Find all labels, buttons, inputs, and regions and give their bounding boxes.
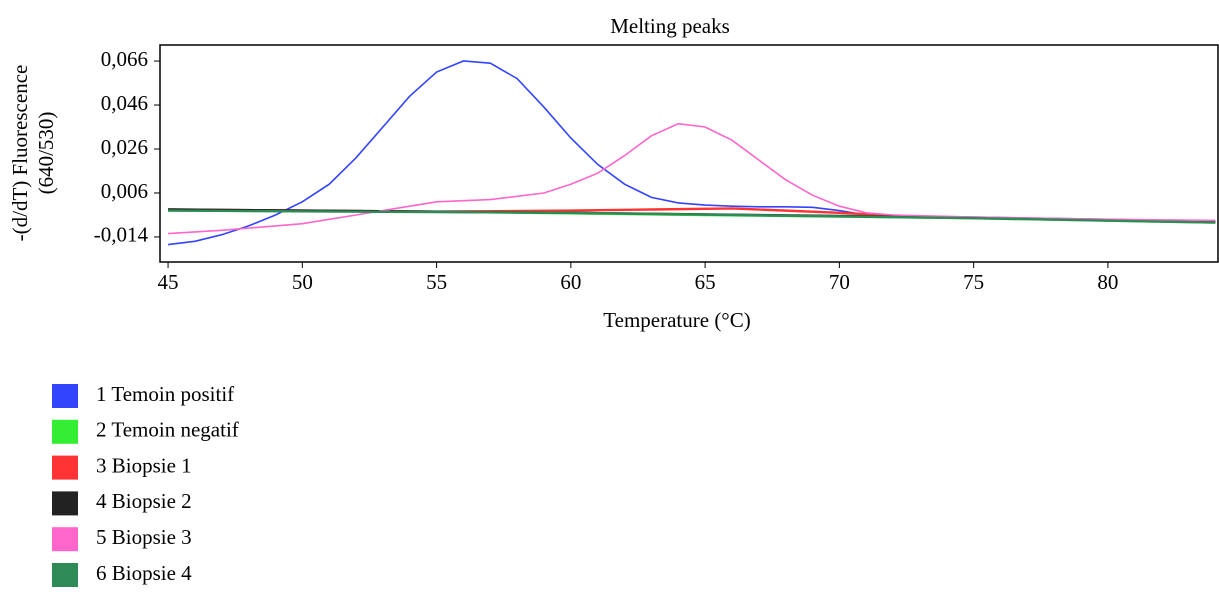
y-tick-label: 0,066 — [101, 47, 148, 71]
x-tick-label: 65 — [695, 270, 716, 294]
legend-label: 3 Biopsie 1 — [96, 453, 192, 477]
x-tick-label: 75 — [963, 270, 984, 294]
y-tick-label: -0,014 — [94, 223, 149, 247]
legend-swatch — [52, 419, 78, 444]
legend-swatch — [52, 491, 78, 516]
legend-label: 6 Biopsie 4 — [96, 561, 192, 585]
legend-swatch — [52, 527, 78, 552]
x-tick-label: 60 — [560, 270, 581, 294]
legend-label: 2 Temoin negatif — [96, 418, 239, 442]
y-tick-label: 0,046 — [101, 91, 148, 115]
series-line — [168, 209, 1216, 224]
x-tick-label: 50 — [292, 270, 313, 294]
legend-swatch — [52, 455, 78, 480]
x-tick-label: 55 — [426, 270, 447, 294]
series-line — [168, 122, 1216, 235]
y-tick-label: 0,026 — [101, 135, 148, 159]
legend-swatch — [52, 563, 78, 587]
y-axis-label: (640/530) — [34, 112, 58, 195]
plot-lines — [168, 60, 1216, 246]
y-axis-label: -(d/dT) Fluorescence — [8, 65, 32, 242]
x-axis-label: Temperature (°C) — [603, 308, 750, 332]
legend-label: 4 Biopsie 2 — [96, 489, 192, 513]
x-tick-label: 45 — [158, 270, 179, 294]
chart-title: Melting peaks — [610, 14, 730, 38]
x-tick-label: 70 — [829, 270, 850, 294]
plot-frame — [159, 44, 1219, 263]
legend-label: 5 Biopsie 3 — [96, 525, 192, 549]
legend-label: 1 Temoin positif — [96, 382, 234, 406]
series-line — [168, 60, 1216, 246]
x-tick-label: 80 — [1097, 270, 1118, 294]
y-tick-label: 0,006 — [101, 179, 148, 203]
legend-swatch — [52, 384, 78, 408]
